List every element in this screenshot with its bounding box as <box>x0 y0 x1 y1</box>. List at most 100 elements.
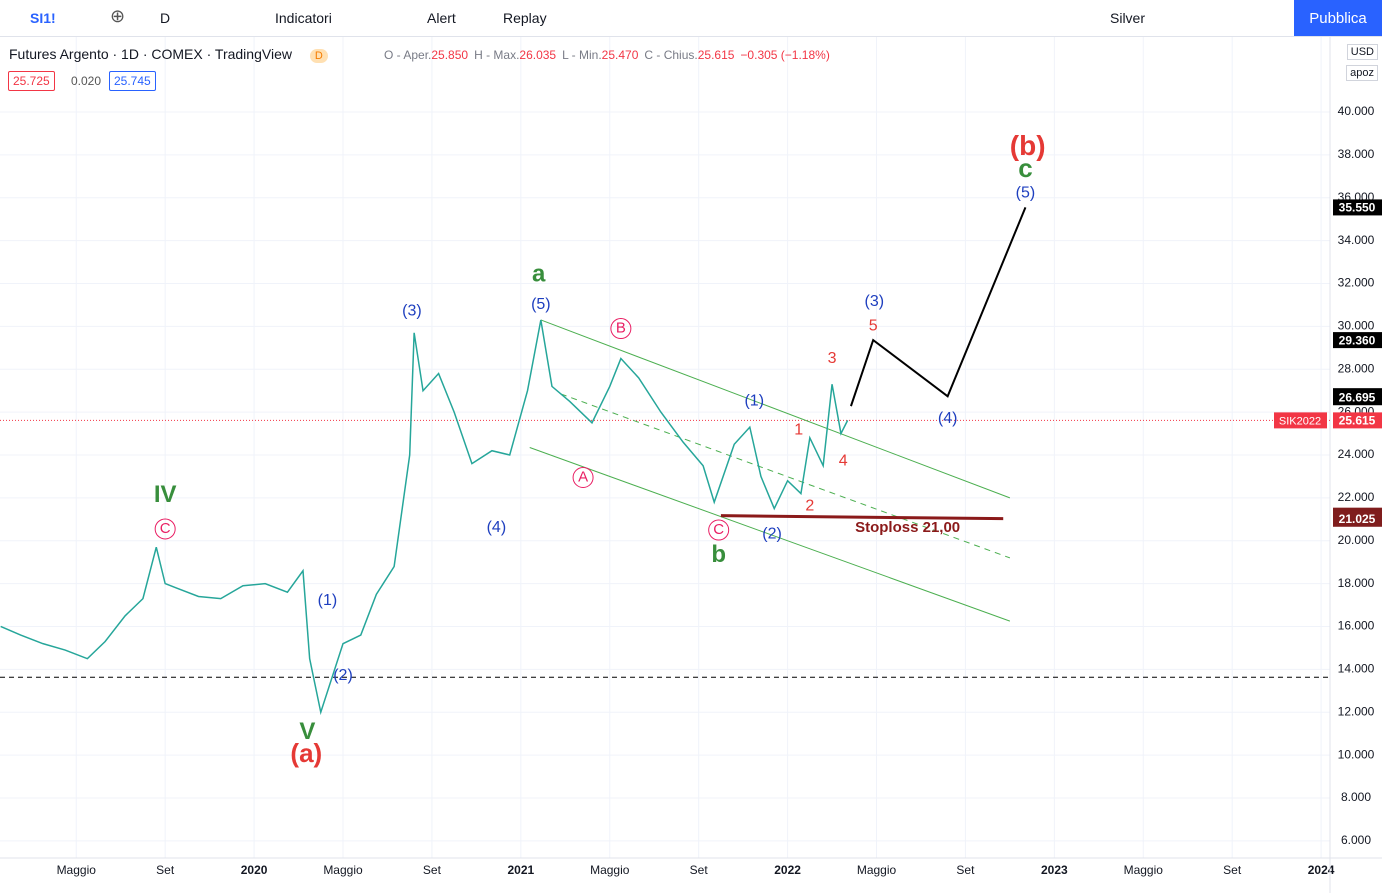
publish[interactable]: Pubblica <box>1294 0 1382 36</box>
wave-label: (4) <box>938 410 958 427</box>
ohlc-label: H - Max. <box>474 48 520 62</box>
x-tick-label: 2024 <box>1308 863 1335 877</box>
y-tick-label: 18.000 <box>1338 576 1375 590</box>
price-line <box>0 319 849 716</box>
bid[interactable]: 25.725 <box>8 71 55 91</box>
alert[interactable]: Alert <box>427 10 456 26</box>
wave-label: 4 <box>839 453 848 470</box>
x-tick-label: 2023 <box>1041 863 1068 877</box>
price-tag <box>1333 510 1382 527</box>
y-tick-label: 20.000 <box>1338 533 1375 547</box>
currency[interactable]: USD <box>1346 44 1378 60</box>
y-tick-label: 30.000 <box>1338 319 1375 333</box>
x-tick-label: Maggio <box>1124 863 1164 877</box>
price-tag-label: 26.695 <box>1339 390 1376 404</box>
indicators[interactable]: Indicatori <box>275 10 332 26</box>
wave-label: (4) <box>487 519 507 536</box>
toolbar: SI1! ⊕ D Indicatori Alert Replay Silver … <box>0 0 1382 37</box>
ohlc-value: 25.470 <box>601 48 639 62</box>
x-tick-label: Set <box>956 863 975 877</box>
x-tick-label: Set <box>156 863 175 877</box>
y-tick-label: 14.000 <box>1338 662 1375 676</box>
wave-label: Stoploss 21,00 <box>855 519 960 536</box>
price-tag-label: 25.615 <box>1339 414 1376 428</box>
interval[interactable]: D <box>160 10 171 26</box>
trend-line <box>529 447 1011 622</box>
chart: 6.000 8.000 10.000 12.000 14.000 16.000 18.000… <box>0 37 1382 893</box>
price-tag-label: 29.360 <box>1339 333 1376 347</box>
wave-label: (2) <box>333 667 353 684</box>
wave-label: (5) <box>531 296 551 313</box>
price-tag-label: 21.025 <box>1339 512 1376 526</box>
price-tag <box>1333 199 1382 216</box>
y-tick-label: 22.000 <box>1338 490 1375 504</box>
wave-circle <box>572 467 594 489</box>
ohlc: O - Aper.25.850 H - Max.26.035 L - Min.25.… <box>384 48 836 62</box>
add-symbol[interactable]: ⊕ <box>110 6 126 26</box>
x-tick-label: Maggio <box>857 863 897 877</box>
wave-circle <box>610 318 632 340</box>
scale-mode[interactable]: apoz <box>1346 65 1378 81</box>
y-tick-label: 6.000 <box>1341 833 1371 847</box>
wave-label: b <box>711 541 726 568</box>
wave-label: (3) <box>865 293 885 310</box>
trend-line <box>720 514 1004 521</box>
chart-name[interactable]: Silver <box>1110 10 1146 26</box>
wave-label: (a) <box>290 738 322 768</box>
ohlc-label: C - Chius. <box>644 48 698 62</box>
x-tick-label: Maggio <box>590 863 630 877</box>
trend-line <box>560 393 1011 559</box>
wave-label: C <box>160 520 171 537</box>
x-tick-label: Set <box>423 863 442 877</box>
ohlc-label: O - Aper. <box>384 48 432 62</box>
y-tick-label: 34.000 <box>1338 233 1375 247</box>
y-tick-label: 40.000 <box>1338 104 1375 118</box>
x-tick-label: 2021 <box>507 863 534 877</box>
ask[interactable]: 25.745 <box>109 71 156 91</box>
x-tick-label: 2022 <box>774 863 801 877</box>
ohlc-value: 25.850 <box>431 48 469 62</box>
wave-label: (3) <box>402 303 422 320</box>
symbol-tag-label: SIK2022 <box>1279 415 1321 427</box>
wave-label: c <box>1018 153 1032 183</box>
y-tick-label: 28.000 <box>1338 361 1375 375</box>
wave-label: (5) <box>1016 185 1036 202</box>
wave-label: (1) <box>318 592 338 609</box>
change: −0.305 (−1.18%) <box>740 48 830 62</box>
spread: 0.020 <box>71 74 102 88</box>
price-tag-label: 35.550 <box>1339 201 1376 215</box>
y-tick-label: 32.000 <box>1338 276 1375 290</box>
price-tag <box>1333 389 1382 406</box>
ohlc-value: 26.035 <box>519 48 557 62</box>
x-tick-label: Maggio <box>57 863 97 877</box>
y-tick-label: 38.000 <box>1338 147 1375 161</box>
replay[interactable]: Replay <box>503 10 547 26</box>
symbol[interactable]: SI1! <box>30 10 56 26</box>
price-tag <box>1333 332 1382 349</box>
x-tick-label: 2020 <box>241 863 268 877</box>
y-tick-label: 8.000 <box>1341 790 1371 804</box>
wave-label: B <box>616 319 626 336</box>
title: Futures Argento · 1D · COMEX · TradingVi… <box>9 46 292 62</box>
wave-label: A <box>578 468 588 485</box>
wave-label: V <box>299 718 315 745</box>
y-tick-label: 16.000 <box>1338 619 1375 633</box>
x-tick-label: Maggio <box>323 863 363 877</box>
y-tick-label: 12.000 <box>1338 704 1375 718</box>
wave-label: C <box>713 521 724 538</box>
legend-title: Futures Argento · 1D · COMEX · TradingVi… <box>9 46 328 63</box>
wave-label: a <box>532 260 546 287</box>
y-tick-label: 10.000 <box>1338 747 1375 761</box>
wave-label: (1) <box>744 393 764 410</box>
wave-label: IV <box>154 481 177 508</box>
trend-line <box>540 319 1011 499</box>
wave-label: 2 <box>805 498 814 515</box>
y-tick-label: 24.000 <box>1338 447 1375 461</box>
wave-label: (2) <box>762 526 782 543</box>
badge: D <box>309 49 328 63</box>
wave-circle <box>708 519 730 541</box>
symbol-tag <box>1274 412 1327 429</box>
wave-label: 1 <box>794 422 803 439</box>
x-tick-label: Set <box>690 863 709 877</box>
